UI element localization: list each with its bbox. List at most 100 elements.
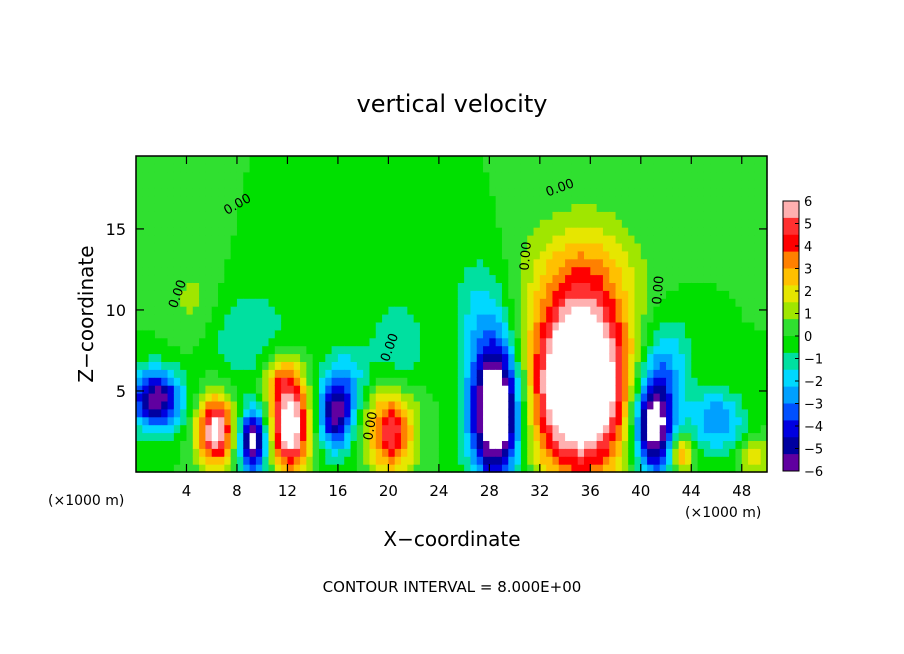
- heatmap-cell: [426, 448, 434, 457]
- heatmap-cell: [438, 464, 446, 473]
- heatmap-cell: [754, 448, 762, 457]
- heatmap-cell: [590, 306, 598, 315]
- heatmap-cell: [312, 156, 320, 165]
- heatmap-cell: [539, 306, 547, 315]
- heatmap-cell: [192, 337, 200, 347]
- heatmap-cell: [546, 179, 554, 189]
- heatmap-cell: [356, 211, 364, 220]
- heatmap-cell: [173, 242, 181, 252]
- heatmap-cell: [344, 195, 352, 204]
- heatmap-cell: [489, 393, 497, 402]
- heatmap-cell: [590, 163, 598, 173]
- heatmap-cell: [350, 416, 358, 426]
- heatmap-cell: [653, 369, 661, 378]
- heatmap-cell: [382, 456, 389, 465]
- heatmap-cell: [558, 235, 566, 244]
- heatmap-cell: [281, 282, 289, 291]
- heatmap-cell: [300, 329, 307, 339]
- heatmap-cell: [293, 258, 301, 268]
- heatmap-cell: [666, 298, 673, 307]
- heatmap-cell: [514, 314, 522, 323]
- heatmap-cell: [647, 266, 655, 276]
- heatmap-cell: [331, 321, 339, 331]
- heatmap-cell: [565, 258, 572, 268]
- heatmap-cell: [508, 432, 516, 441]
- heatmap-cell: [546, 440, 554, 449]
- heatmap-cell: [729, 306, 737, 315]
- heatmap-cell: [337, 377, 345, 386]
- heatmap-cell: [363, 195, 371, 204]
- heatmap-cell: [609, 156, 617, 165]
- colorbar-tick-label: −5: [804, 443, 823, 458]
- heatmap-cell: [628, 345, 636, 355]
- heatmap-cell: [495, 369, 503, 378]
- heatmap-cell: [577, 432, 585, 441]
- heatmap-cell: [691, 400, 699, 410]
- heatmap-cell: [672, 393, 680, 402]
- heatmap-cell: [173, 171, 181, 181]
- heatmap-cell: [640, 416, 648, 426]
- heatmap-cell: [312, 266, 320, 276]
- heatmap-cell: [180, 321, 188, 331]
- heatmap-cell: [180, 195, 188, 204]
- heatmap-cell: [722, 298, 730, 307]
- heatmap-cell: [224, 235, 232, 244]
- heatmap-cell: [748, 187, 755, 197]
- heatmap-cell: [300, 440, 307, 449]
- heatmap-cell: [590, 171, 598, 181]
- heatmap-cell: [318, 298, 326, 307]
- heatmap-cell: [501, 290, 509, 299]
- heatmap-cell: [401, 448, 408, 457]
- heatmap-cell: [628, 464, 636, 473]
- heatmap-cell: [760, 408, 768, 418]
- heatmap-cell: [394, 424, 402, 434]
- heatmap-cell: [230, 258, 238, 268]
- heatmap-cell: [748, 258, 755, 268]
- heatmap-cell: [527, 203, 535, 212]
- heatmap-cell: [218, 432, 225, 441]
- heatmap-cell: [760, 321, 768, 331]
- heatmap-cell: [382, 266, 389, 276]
- heatmap-cell: [539, 464, 547, 473]
- contour-label: 0.00: [518, 241, 535, 271]
- heatmap-cell: [344, 393, 352, 402]
- heatmap-cell: [350, 235, 358, 244]
- heatmap-cell: [748, 156, 755, 165]
- heatmap-cell: [760, 258, 768, 268]
- heatmap-cell: [495, 298, 503, 307]
- heatmap-cell: [691, 282, 699, 291]
- heatmap-cell: [413, 211, 421, 220]
- heatmap-cell: [735, 242, 743, 252]
- heatmap-cell: [350, 393, 358, 402]
- heatmap-cell: [590, 235, 598, 244]
- heatmap-cell: [394, 416, 402, 426]
- heatmap-cell: [293, 227, 301, 236]
- heatmap-cell: [716, 385, 724, 394]
- heatmap-cell: [167, 377, 175, 386]
- heatmap-cell: [281, 361, 289, 370]
- heatmap-cell: [218, 258, 225, 268]
- heatmap-cell: [293, 187, 301, 197]
- heatmap-cell: [748, 282, 755, 291]
- heatmap-cell: [602, 211, 610, 220]
- heatmap-cell: [161, 274, 169, 283]
- heatmap-cell: [300, 227, 307, 236]
- heatmap-cell: [199, 187, 207, 197]
- heatmap-cell: [186, 314, 194, 323]
- heatmap-cell: [703, 440, 711, 449]
- heatmap-cell: [672, 321, 680, 331]
- heatmap-cell: [628, 171, 636, 181]
- heatmap-cell: [167, 353, 175, 362]
- heatmap-cell: [268, 219, 276, 228]
- heatmap-cell: [419, 171, 427, 181]
- heatmap-cell: [230, 432, 238, 441]
- heatmap-cell: [558, 345, 566, 355]
- heatmap-cell: [243, 258, 251, 268]
- heatmap-cell: [344, 314, 352, 323]
- heatmap-cell: [703, 464, 711, 473]
- heatmap-cell: [218, 464, 225, 473]
- heatmap-cell: [565, 416, 572, 426]
- heatmap-cell: [501, 156, 509, 165]
- heatmap-cell: [501, 211, 509, 220]
- heatmap-cell: [748, 242, 755, 252]
